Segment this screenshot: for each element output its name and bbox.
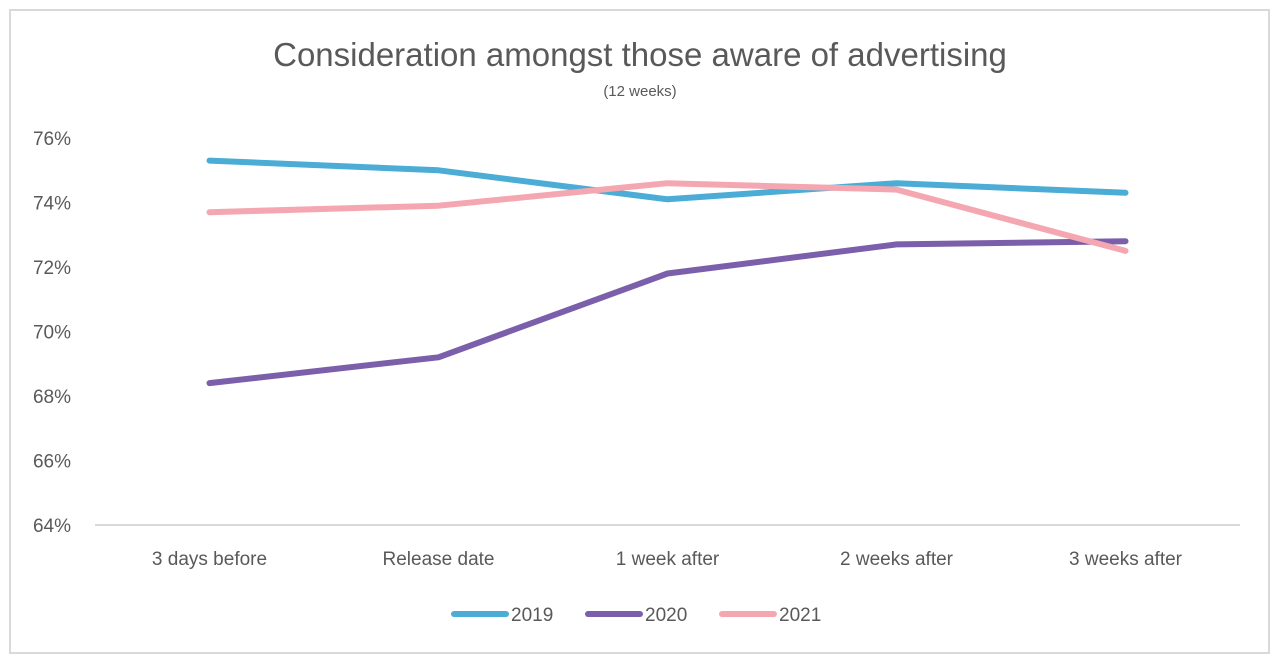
x-tick-label: 2 weeks after: [840, 549, 954, 570]
legend-label: 2021: [779, 605, 821, 626]
y-tick-label: 74%: [33, 194, 71, 215]
y-tick-label: 66%: [33, 452, 71, 473]
y-axis: 64% 66% 68% 70% 72% 74% 76%: [33, 129, 71, 537]
x-tick-label: 1 week after: [616, 549, 720, 570]
legend-item-2021: 2021: [719, 605, 821, 626]
y-tick-label: 70%: [33, 323, 71, 344]
y-tick-label: 72%: [33, 258, 71, 279]
legend-item-2019: 2019: [451, 605, 553, 626]
series-line-2019: [206, 157, 1129, 203]
chart-title: Consideration amongst those aware of adv…: [273, 36, 1007, 73]
legend-label: 2020: [645, 605, 687, 626]
x-axis: 3 days before Release date 1 week after 2 w…: [95, 524, 1240, 570]
y-tick-label: 76%: [33, 129, 71, 150]
y-tick-label: 68%: [33, 387, 71, 408]
x-tick-label: 3 weeks after: [1069, 549, 1183, 570]
legend-item-2020: 2020: [585, 605, 687, 626]
chart-subtitle: (12 weeks): [603, 83, 676, 100]
series-line-2021: [206, 180, 1129, 254]
series-line-2020: [206, 238, 1129, 387]
x-tick-label: 3 days before: [152, 549, 267, 570]
y-tick-label: 64%: [33, 516, 71, 537]
chart-frame: [9, 9, 1270, 654]
series-layer: [206, 157, 1129, 387]
legend-label: 2019: [511, 605, 553, 626]
legend: 2019 2020 2021: [451, 605, 821, 626]
x-tick-label: Release date: [383, 549, 495, 570]
